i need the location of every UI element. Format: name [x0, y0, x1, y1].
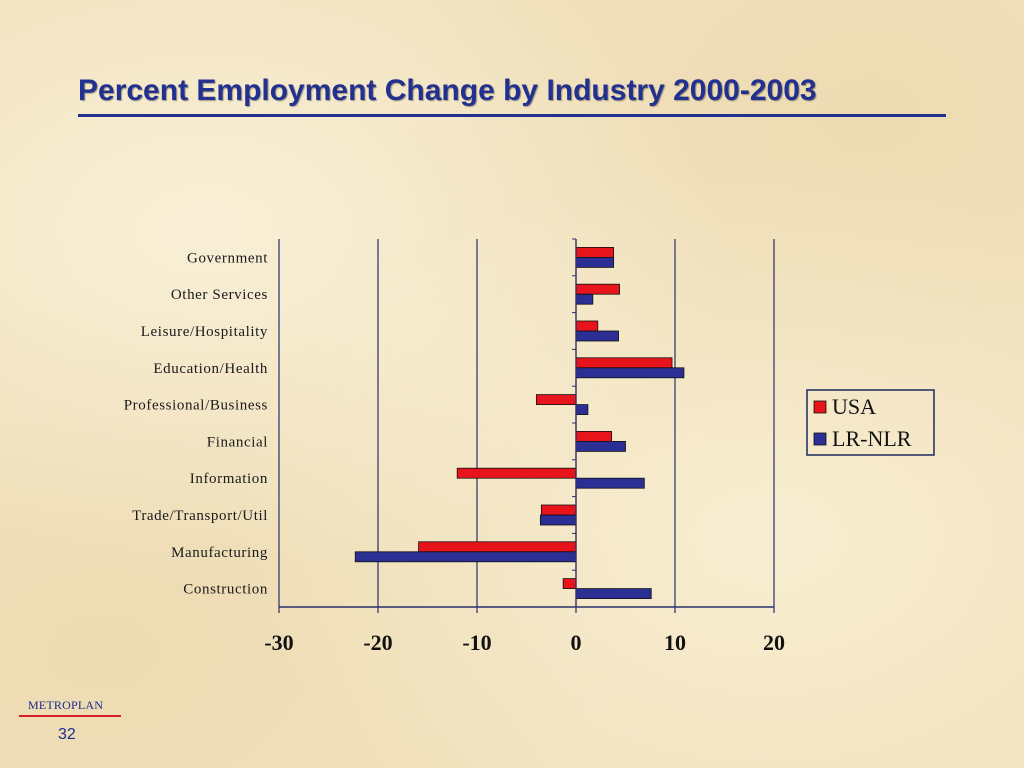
bar-usa-education-health: [575, 357, 673, 369]
bar-usa-trade-transport-util: [540, 504, 577, 516]
bar-usa-professional-business: [536, 394, 577, 406]
category-label-leisure-hospitality: Leisure/Hospitality: [141, 324, 268, 340]
legend-box: [806, 389, 935, 456]
category-label-information: Information: [190, 471, 268, 487]
chart-axes: [278, 238, 775, 613]
bar-usa-leisure-hospitality: [575, 320, 599, 332]
bar-lr-nlr-other-services: [575, 293, 594, 305]
bar-usa-manufacturing: [418, 541, 577, 553]
footer-underline: [19, 715, 121, 717]
category-label-financial: Financial: [207, 434, 268, 450]
title-underline: [78, 114, 946, 117]
category-label-trade-transport-util: Trade/Transport/Util: [132, 508, 268, 524]
category-label-education-health: Education/Health: [153, 361, 268, 377]
category-label-professional-business: Professional/Business: [124, 398, 268, 414]
footer-brand: METROPLAN: [28, 698, 104, 712]
x-tick-label-10: 10: [664, 630, 686, 655]
category-label-government: Government: [187, 250, 268, 266]
bar-lr-nlr-education-health: [575, 367, 685, 379]
bar-lr-nlr-manufacturing: [354, 551, 577, 563]
bar-lr-nlr-construction: [575, 588, 652, 599]
x-tick-label-20: 20: [763, 630, 785, 655]
bar-usa-other-services: [575, 283, 620, 295]
category-label-construction: Construction: [183, 582, 268, 598]
bar-lr-nlr-information: [575, 477, 645, 489]
bar-usa-government: [575, 246, 615, 258]
bar-lr-nlr-financial: [575, 440, 626, 452]
legend-label-lr-nlr: LR-NLR: [832, 426, 912, 451]
slide-title: Percent Employment Change by Industry 20…: [78, 74, 817, 107]
bar-lr-nlr-professional-business: [575, 404, 589, 416]
legend-label-usa: USA: [832, 394, 876, 419]
legend-swatch-usa: [813, 400, 827, 414]
chart-bars: [354, 246, 685, 599]
x-tick-labels: -30 -20 -10 0 10 20: [264, 630, 785, 655]
category-label-other-services: Other Services: [171, 287, 268, 303]
bar-lr-nlr-leisure-hospitality: [575, 330, 619, 342]
bar-usa-financial: [575, 430, 613, 442]
chart-legend: USA LR-NLR: [806, 389, 935, 456]
bar-usa-construction: [562, 578, 577, 589]
bar-usa-information: [456, 467, 577, 479]
x-tick-label-0: 0: [571, 630, 582, 655]
category-label-manufacturing: Manufacturing: [171, 545, 268, 561]
x-tick-label-30: -30: [264, 630, 293, 655]
bar-lr-nlr-trade-transport-util: [539, 514, 577, 526]
x-tick-label-20: -20: [363, 630, 392, 655]
page-number: 32: [58, 726, 76, 743]
bar-lr-nlr-government: [575, 256, 615, 268]
x-tick-label-10: -10: [462, 630, 491, 655]
category-labels: Government Other Services Leisure/Hospital…: [124, 250, 268, 598]
legend-swatch-lr-nlr: [813, 432, 827, 446]
